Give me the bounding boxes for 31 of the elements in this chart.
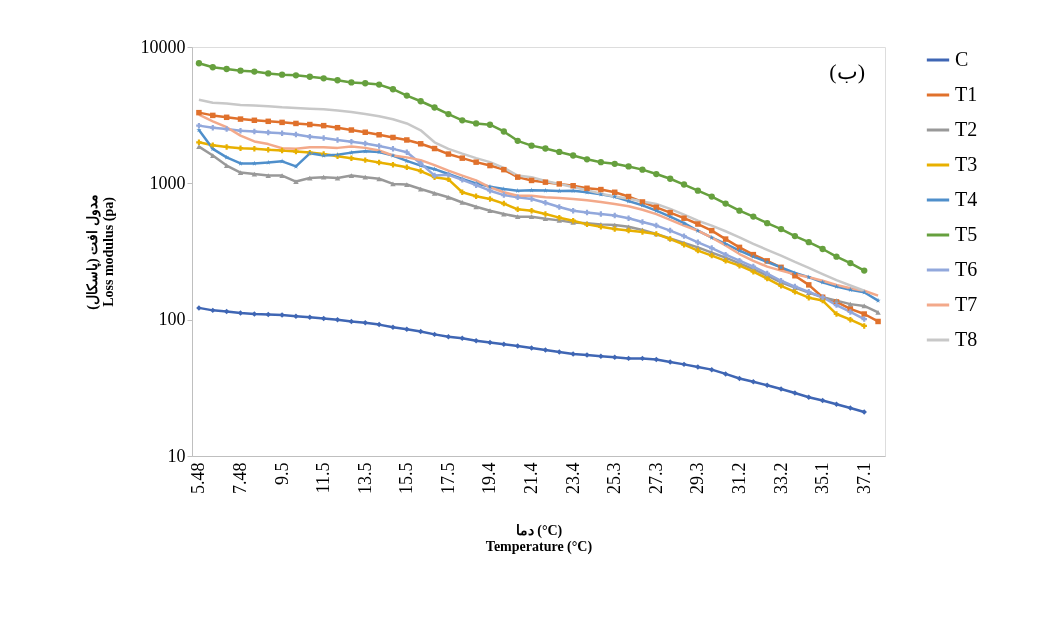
legend-label: T5 xyxy=(955,223,978,245)
x-tick-label: 19.4 xyxy=(479,462,500,494)
y-tick-label: 10 xyxy=(167,445,186,466)
annotation: (ب) xyxy=(829,59,865,84)
x-tick-label: 11.5 xyxy=(313,462,334,494)
y-tick-label: 100 xyxy=(158,309,186,330)
x-tick-label: 23.4 xyxy=(562,462,583,494)
legend-label: T3 xyxy=(955,153,978,175)
y-tick-label: 10000 xyxy=(140,36,186,57)
x-tick-label: 9.5 xyxy=(271,462,292,485)
x-tick-label: 29.3 xyxy=(687,462,708,494)
legend-label: T6 xyxy=(955,258,978,280)
x-tick-label: 27.3 xyxy=(645,462,666,494)
x-tick-label: 15.5 xyxy=(396,462,417,494)
x-tick-label: 33.2 xyxy=(770,462,791,494)
legend-label: T8 xyxy=(955,328,978,350)
legend-label: T2 xyxy=(955,118,978,140)
legend-label: T7 xyxy=(955,293,978,315)
legend-label: T1 xyxy=(955,83,978,105)
x-tick-label: 21.4 xyxy=(521,462,542,494)
x-tick-label: 35.1 xyxy=(812,462,833,494)
y-tick-label: 1000 xyxy=(149,172,186,193)
x-tick-label: 17.5 xyxy=(437,462,458,494)
legend-label: C xyxy=(955,48,969,70)
x-tick-label: 31.2 xyxy=(728,462,749,494)
x-tick-label: 5.48 xyxy=(188,462,209,494)
x-tick-label: 37.1 xyxy=(853,462,874,494)
x-tick-label: 7.48 xyxy=(230,462,251,494)
legend-label: T4 xyxy=(955,188,978,210)
x-tick-label: 25.3 xyxy=(604,462,625,494)
x-tick-label: 13.5 xyxy=(354,462,375,494)
